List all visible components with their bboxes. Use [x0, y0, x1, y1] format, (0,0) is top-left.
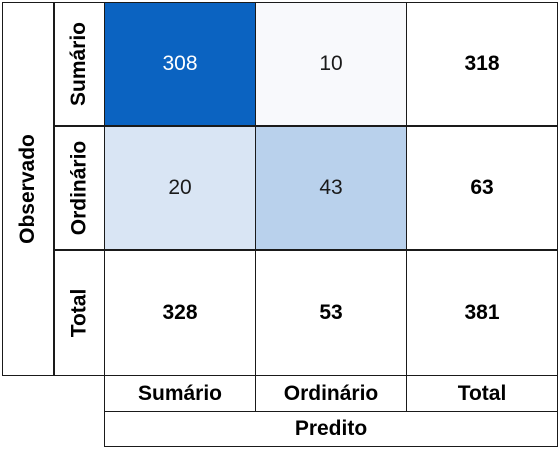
- col-label-ordinario: Ordinário: [255, 375, 407, 412]
- heatmap-cell-sumario-ordinario: 10: [255, 2, 407, 126]
- ylabel-column: [2, 2, 54, 376]
- row-label-sumario: Sumário: [54, 2, 105, 126]
- heatmap-cell-sumario-sumario: 308: [104, 2, 256, 126]
- col-total-sumario: 328: [104, 250, 256, 376]
- col-total-ordinario: 53: [255, 250, 407, 376]
- heatmap-cell-ordinario-sumario: 20: [104, 126, 256, 250]
- col-label-total: Total: [406, 375, 558, 412]
- y-axis-title: Observado: [16, 134, 39, 244]
- row-label-ordinario: Ordinário: [54, 126, 105, 250]
- row-label-total: Total: [54, 250, 105, 376]
- col-label-sumario: Sumário: [104, 375, 256, 412]
- grand-total: 381: [406, 250, 558, 376]
- row-total-sumario: 318: [406, 2, 558, 126]
- x-axis-title: Predito: [104, 411, 558, 447]
- row-total-ordinario: 63: [406, 126, 558, 250]
- heatmap-cell-ordinario-ordinario: 43: [255, 126, 407, 250]
